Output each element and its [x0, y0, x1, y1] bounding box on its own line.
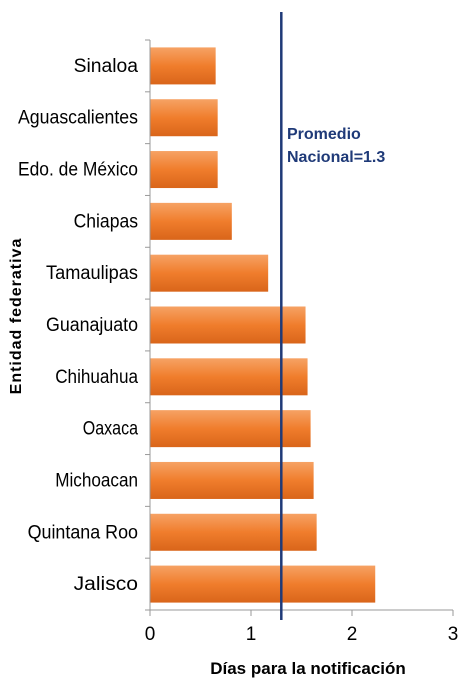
reference-label-line2: Nacional=1.3: [287, 149, 385, 166]
bar-sinaloa: [150, 47, 216, 85]
bar-tamaulipas: [150, 254, 269, 292]
category-label: Oaxaca: [83, 419, 139, 440]
x-tick-label: 3: [448, 624, 459, 645]
y-axis-title: Entidad federativa: [8, 238, 25, 395]
category-label: Sinaloa: [74, 56, 139, 77]
category-label: Edo. de México: [18, 160, 138, 181]
category-label: Chiapas: [74, 211, 138, 232]
reference-line-layer: Promedio Nacional=1.3: [280, 12, 385, 620]
bar-edo-de-m-xico: [150, 151, 218, 189]
x-tick-label: 2: [347, 624, 358, 645]
category-labels: Sinaloa Aguascalientes Edo. de México Chiap…: [18, 56, 138, 595]
x-tick-label: 1: [246, 624, 257, 645]
category-label: Jalisco: [74, 574, 138, 595]
bar-oaxaca: [150, 410, 311, 448]
category-label: Guanajuato: [46, 315, 138, 336]
bars-layer: [150, 47, 376, 603]
category-label: Michoacan: [55, 470, 138, 491]
x-tick-label: 0: [145, 624, 156, 645]
category-label: Quintana Roo: [28, 522, 138, 543]
reference-label-line1: Promedio: [287, 126, 361, 143]
category-label: Chihuahua: [55, 367, 138, 388]
x-axis-title: Días para la notificación: [210, 659, 406, 678]
axes: 0 1 2 3: [145, 39, 459, 645]
bar-chiapas: [150, 202, 232, 240]
category-label: Aguascalientes: [18, 108, 138, 129]
category-label: Tamaulipas: [46, 263, 138, 284]
bar-michoacan: [150, 461, 314, 499]
bar-quintana-roo: [150, 513, 317, 551]
bar-guanajuato: [150, 306, 306, 344]
bar-jalisco: [150, 565, 376, 603]
bar-chihuahua: [150, 358, 308, 396]
bar-aguascalientes: [150, 99, 218, 137]
